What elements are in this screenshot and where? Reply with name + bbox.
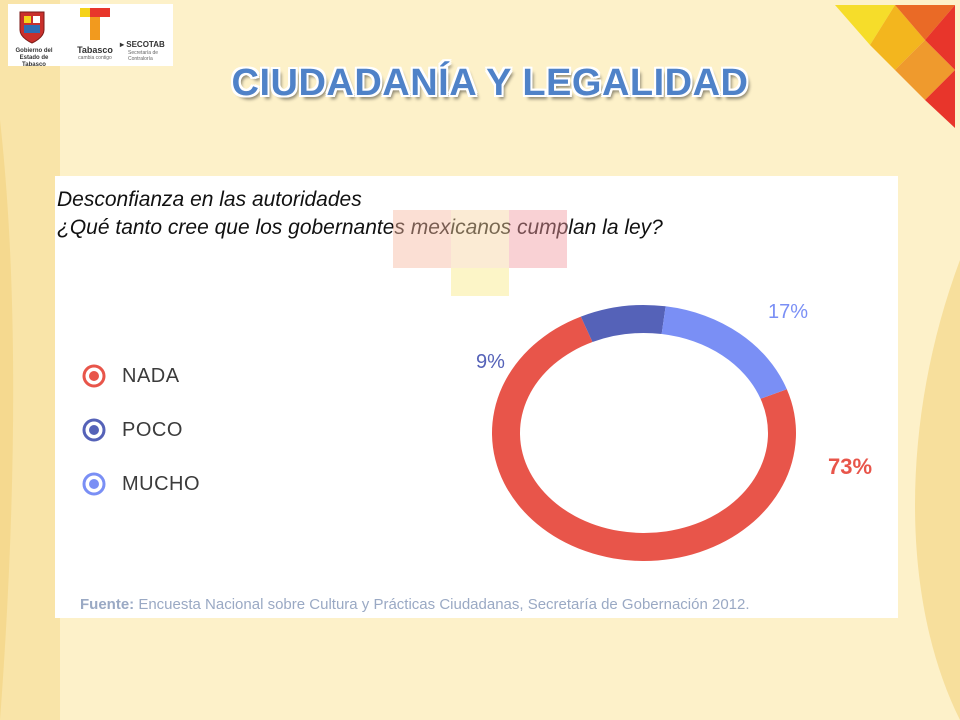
chart-subtitle: Desconfianza en las autoridades ¿Qué tan… [57, 186, 663, 242]
corner-red-2 [925, 70, 955, 128]
data-label-mucho: 17% [768, 301, 808, 323]
state-seal-icon [19, 11, 45, 44]
left-stripe [0, 0, 60, 720]
secotab-name: SECOTAB [126, 40, 165, 49]
seal-caption: Gobierno del Estado de Tabasco [8, 48, 60, 69]
donut-slice-poco [580, 305, 666, 343]
corner-red-1 [925, 5, 955, 70]
legend-marker-poco-icon [82, 418, 106, 442]
tabasco-logo-tagline: cambia contigo [78, 55, 112, 61]
legend-marker-nada-icon [82, 364, 106, 388]
legend-label-poco: POCO [122, 419, 183, 441]
data-label-poco: 9% [476, 351, 505, 373]
donut-slice-mucho [661, 306, 787, 399]
legend-label-nada: NADA [122, 365, 180, 387]
corner-yellow [835, 5, 895, 45]
right-curve [915, 260, 960, 720]
legend-item-poco: POCO [80, 414, 280, 444]
page-title: CIUDADANÍA Y LEGALIDAD [231, 62, 749, 104]
subtitle-line-1: Desconfianza en las autoridades [57, 188, 362, 211]
left-curve [0, 120, 14, 720]
seal-caption-line1: Gobierno del [15, 48, 53, 54]
source-text: Encuesta Nacional sobre Cultura y Prácti… [134, 596, 750, 613]
tabasco-logo-icon [80, 8, 110, 40]
secotab-logo-name: ▸ SECOTAB [120, 40, 165, 49]
legend-marker-mucho-icon [82, 472, 106, 496]
seal-caption-line2: Estado de Tabasco [19, 55, 49, 68]
data-label-nada: 73% [828, 454, 872, 479]
subtitle-line-2: ¿Qué tanto cree que los gobernantes mexi… [57, 216, 663, 239]
legend-item-nada: NADA [80, 360, 280, 390]
watermark-logo [393, 210, 567, 296]
secotab-logo-subtitle: Secretaría de Contraloría [128, 50, 159, 62]
source-label: Fuente: [80, 596, 135, 613]
donut-chart: 73% 9% 17% [476, 301, 872, 561]
tabasco-logo-name: Tabasco [77, 45, 113, 55]
logos-banner: Gobierno del Estado de Tabasco Tabasco c… [8, 4, 173, 69]
corner-orange-2 [895, 5, 955, 40]
legend-label-mucho: MUCHO [122, 473, 201, 495]
content-panel [55, 176, 898, 618]
source-note: Fuente: Encuesta Nacional sobre Cultura … [80, 596, 750, 613]
legend-item-mucho: MUCHO [80, 468, 280, 498]
